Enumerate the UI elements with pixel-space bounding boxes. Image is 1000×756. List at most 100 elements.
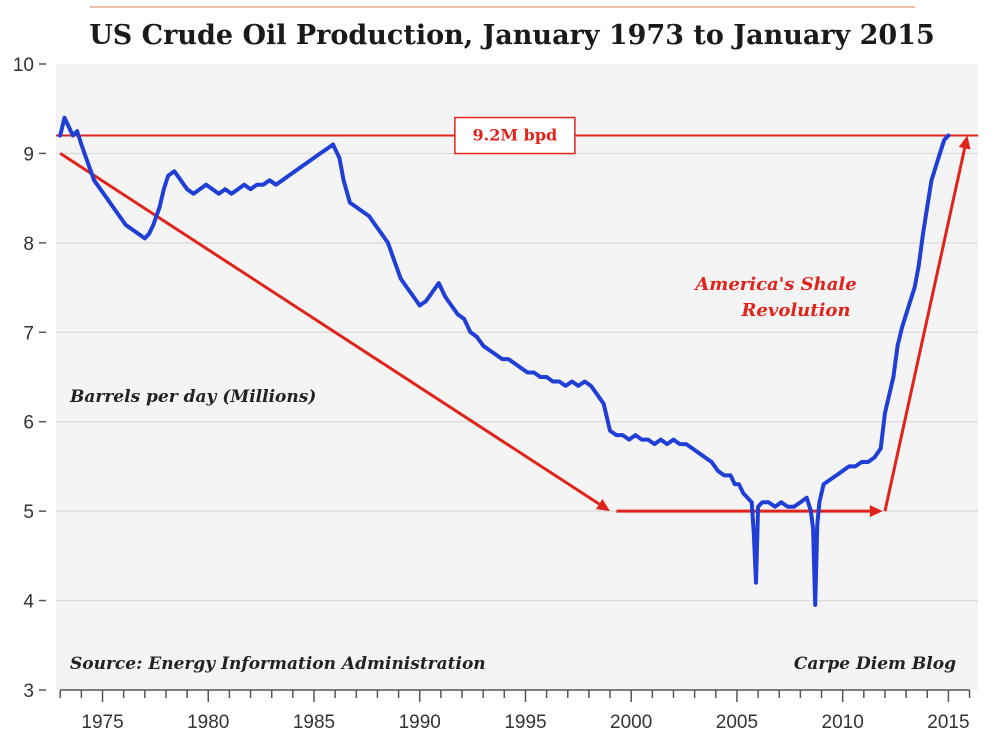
data-point [162, 187, 166, 191]
data-point [367, 214, 371, 218]
data-point [917, 263, 921, 267]
data-point [500, 357, 504, 361]
data-point [86, 160, 90, 164]
data-point [437, 281, 441, 285]
data-point [443, 294, 447, 299]
data-point [223, 187, 227, 191]
y-tick-label: 6 [23, 413, 34, 434]
data-point [513, 362, 517, 366]
data-point [147, 232, 151, 236]
data-point [684, 442, 688, 446]
data-point [583, 379, 587, 384]
data-point [908, 299, 912, 303]
data-point [268, 178, 272, 182]
data-point [261, 183, 265, 187]
data-point [373, 223, 377, 227]
data-point [158, 205, 162, 209]
data-point [399, 277, 403, 281]
y-tick-label: 8 [23, 234, 34, 255]
data-point [185, 187, 189, 191]
data-point [274, 183, 278, 187]
source-note: Source: Energy Information Administratio… [70, 654, 486, 674]
data-point [891, 375, 896, 379]
data-point [822, 482, 826, 486]
credit-note: Carpe Diem Blog [794, 654, 956, 674]
data-point [449, 303, 453, 308]
data-point [834, 473, 838, 477]
data-point [809, 509, 813, 513]
data-point [418, 303, 422, 308]
data-point [236, 187, 240, 191]
y-axis: 3 4 5 6 7 8 9 10 [13, 55, 46, 702]
data-point [198, 187, 202, 191]
data-point [532, 370, 536, 375]
data-point [67, 125, 71, 129]
level-label: 9.2M bpd [473, 126, 558, 145]
data-point [143, 236, 147, 240]
data-point [733, 482, 737, 486]
data-point [130, 227, 134, 231]
data-point [710, 460, 714, 464]
data-point [255, 183, 259, 187]
y-tick-label: 3 [23, 681, 34, 702]
data-point [853, 464, 857, 468]
data-point [280, 178, 284, 182]
data-point [938, 151, 942, 155]
decline-arrow [59, 152, 600, 506]
data-point [75, 129, 79, 133]
data-point [456, 312, 460, 316]
data-point [640, 438, 644, 442]
data-point [883, 411, 887, 415]
annotations: 9.2M bpd America's Shale Revolution [56, 116, 978, 518]
data-point [872, 455, 877, 460]
data-point [773, 505, 777, 509]
data-point [779, 500, 783, 504]
data-point [860, 460, 864, 464]
data-point [318, 151, 322, 155]
data-point [879, 446, 883, 451]
data-point [690, 446, 695, 451]
data-point [506, 357, 511, 361]
data-point [786, 505, 790, 509]
data-point [741, 491, 745, 495]
data-point [111, 205, 115, 209]
data-point [386, 241, 390, 245]
data-point [627, 438, 631, 442]
data-point [745, 496, 750, 500]
data-point [136, 232, 141, 236]
data-point [475, 335, 479, 339]
x-tick-label: 1995 [504, 712, 546, 733]
data-point [312, 156, 316, 160]
rise-arrow [883, 147, 967, 512]
data-point [151, 223, 155, 227]
data-point [519, 366, 523, 370]
data-point [942, 138, 946, 142]
data-point [750, 500, 754, 504]
data-point [703, 455, 707, 460]
data-point [887, 393, 891, 397]
data-point [481, 344, 485, 348]
data-point [299, 165, 303, 169]
shale-label-line2: Revolution [740, 300, 850, 321]
data-point [659, 438, 663, 442]
data-point [468, 330, 473, 334]
rise-arrow-head [958, 135, 971, 150]
data-point [229, 192, 234, 196]
data-point [354, 205, 358, 209]
y-tick-label: 4 [23, 592, 34, 613]
data-point [494, 353, 498, 357]
data-point [576, 384, 580, 388]
shale-label-line1: America's Shale [693, 274, 856, 295]
data-point [249, 187, 253, 191]
data-point [754, 581, 758, 585]
x-tick-label: 2000 [610, 712, 652, 733]
x-tick-label: 2005 [716, 712, 758, 733]
data-point [589, 384, 593, 388]
data-point [570, 379, 574, 384]
y-tick-label: 7 [23, 323, 34, 344]
x-tick-label: 1985 [293, 712, 335, 733]
data-point [811, 527, 815, 531]
data-point [179, 178, 183, 182]
